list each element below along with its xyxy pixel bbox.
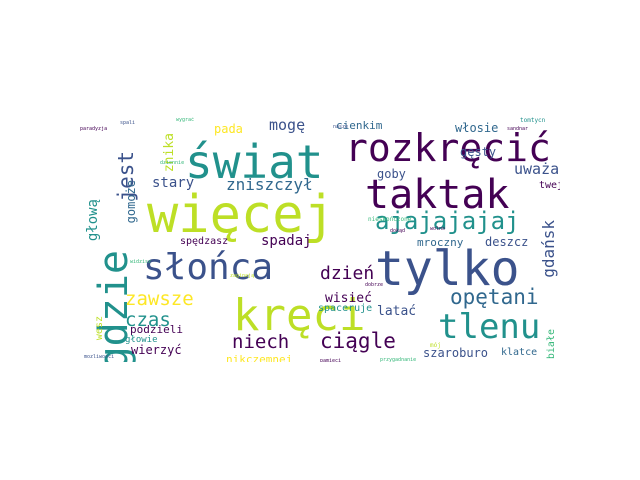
word-stary: stary [152, 175, 195, 191]
word-spali: spali [120, 120, 136, 126]
word-widzisz: widzisz [130, 259, 152, 265]
word-glowa: głową [85, 199, 101, 242]
word-dokad: dokąd [390, 228, 406, 234]
word-tomtycn: tomtycn [520, 117, 546, 124]
word-mroczny: mroczny [417, 236, 464, 249]
word-szaroburo: szaroburo [423, 346, 489, 360]
word-mozliwosci: mozliwosci [84, 354, 115, 360]
word-spaceruje: spaceruje [318, 303, 373, 314]
word-biale: białe [546, 329, 557, 360]
word-spadaj: spadaj [261, 233, 312, 249]
word-latac: latać [377, 304, 417, 319]
word-cienkim: cienkim [336, 119, 383, 132]
word-rozkrecic: rozkręcić [345, 126, 551, 170]
word-klatce: klatce [501, 347, 538, 358]
word-dziennie: dziennie [160, 160, 185, 166]
word-nikczemnej: nikczemnej [226, 353, 293, 362]
word-gdansk: gdańsk [539, 220, 558, 278]
word-gesty: gęsty [460, 145, 497, 159]
word-slonca: słońca [143, 247, 274, 288]
word-znika: znika [162, 133, 177, 173]
word-pada: pada [214, 122, 243, 136]
word-czas: czas [125, 309, 171, 331]
word-gomoze: gomoże [124, 180, 138, 224]
word-glowie: głowie [125, 335, 158, 345]
word-paradyzja: paradyzja [80, 126, 108, 132]
word-spedzasz: spędzasz [180, 236, 229, 247]
word-opetani: opętani [450, 285, 539, 309]
word-wierzyc: wierzyć [131, 343, 182, 357]
word-tlenu: tlenu [438, 307, 541, 347]
word-moj: mój [430, 342, 441, 349]
word-ciagle: ciągle [320, 329, 396, 353]
word-dobrze: dobrze [365, 282, 384, 288]
word-wygrac: wygrać [176, 117, 195, 123]
word-twej: twej [539, 180, 560, 191]
word-taktak: taktak [365, 172, 510, 218]
word-goby: goby [377, 167, 406, 181]
word-podzieli: podzieli [130, 323, 183, 336]
word-zaginaja: zaginają [230, 273, 255, 279]
word-sandnar: sandnar [507, 126, 529, 132]
word-deszcz: deszcz [485, 235, 529, 249]
word-zawsze: zawsze [125, 288, 194, 310]
word-tylko: tylko [375, 241, 520, 297]
word-wisiec: wisieć [325, 291, 372, 306]
word-przygadnanie: przygadnanie [380, 357, 417, 363]
word-uwazaj: uważaj [514, 160, 560, 178]
word-nieskonczone: nieskończone [368, 216, 412, 223]
word-wlosie: włosie [455, 121, 499, 135]
word-dzien: dzień [320, 263, 375, 284]
word-moge: mogę [269, 117, 306, 134]
word-niech: niech [232, 331, 290, 353]
word-wolno: wolno [430, 226, 446, 232]
word-pamieci: pamięci [320, 358, 342, 363]
word-wiecej: więcej [147, 185, 335, 245]
word-zniszczyl: zniszczył [226, 175, 313, 194]
word-kreci: kręci [233, 290, 366, 341]
word-nasze: nasze [333, 124, 349, 130]
word-wesz: wesz [94, 316, 105, 341]
word-cloud: więcej tylko świat rozkręcić taktak gdzi… [80, 117, 560, 362]
word-ajajajajaj: ajajajajaj [375, 207, 520, 235]
word-swiat: świat [185, 135, 324, 189]
